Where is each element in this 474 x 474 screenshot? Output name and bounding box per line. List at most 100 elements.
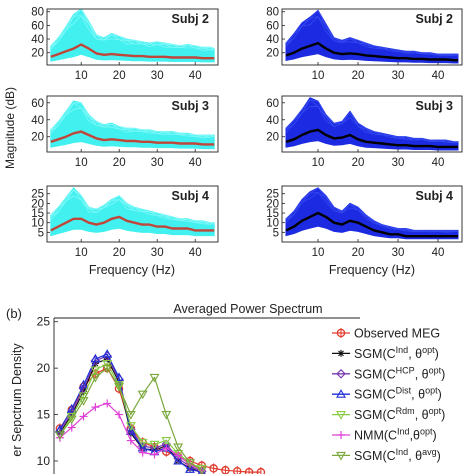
legend-label-superscript: Rdm <box>396 406 415 416</box>
marker-star <box>68 411 76 419</box>
legend-label-text: SGM(C <box>354 408 396 422</box>
x-tick-label: 20 <box>113 70 126 82</box>
panel-frame <box>281 8 463 66</box>
mean-line <box>285 128 458 149</box>
marker-plus <box>337 431 345 439</box>
x-axis-label-left: Frequency (Hz) <box>89 263 175 277</box>
x-tick-label: 30 <box>392 157 405 169</box>
trial-trace <box>50 102 215 136</box>
panel-frame <box>281 95 463 153</box>
marker-triangle-down <box>149 373 160 383</box>
marker-plus <box>150 450 159 459</box>
series-nmm-ind-opt <box>55 399 206 474</box>
marker-triangle-down <box>137 390 148 400</box>
marker-plus <box>103 399 112 408</box>
y-tick-label: 15 <box>31 208 44 220</box>
marker-plus <box>126 436 135 445</box>
x-tick-label: 40 <box>432 70 445 82</box>
y-tick-label: 10 <box>266 218 279 230</box>
x-tick-label: 10 <box>75 247 88 259</box>
legend-label-superscript: opt <box>429 365 442 375</box>
y-tick-label: 40 <box>31 115 44 127</box>
legend-label-superscript: Ind <box>396 345 409 355</box>
subject-label: Subj 4 <box>415 189 453 203</box>
legend-item: SGM(CHCP, θopt) <box>332 365 445 381</box>
legend-label-superscript: avg <box>422 447 437 457</box>
legend-label-text: SGM(C <box>354 388 396 402</box>
marker-triangle-down <box>336 411 346 420</box>
y-tick-label: 20 <box>31 132 44 144</box>
x-tick-label: 40 <box>432 157 445 169</box>
x-tick-label: 40 <box>432 247 445 259</box>
panel-frame <box>46 95 219 153</box>
legend-label: SGM(CInd, θopt) <box>354 345 439 361</box>
y-tick-label: 10 <box>31 218 44 230</box>
legend-label-text: , θ <box>411 388 425 402</box>
subject-label: Subj 3 <box>415 99 453 113</box>
legend-label-superscript: opt <box>420 427 433 437</box>
series-sgm-rdm-opt <box>54 359 207 474</box>
spectrum-panel-right-subj-3: 20 40 60 10 20 30 40 Subj 3 <box>266 95 463 169</box>
y-tick-label: 60 <box>266 98 279 110</box>
x-tick-label: 10 <box>75 70 88 82</box>
marker-triangle-down <box>90 373 101 383</box>
mean-line <box>50 130 215 146</box>
marker-triangle-down <box>102 364 113 374</box>
marker-triangle <box>173 455 184 465</box>
y-tick-label: 80 <box>31 7 44 19</box>
x-tick-label: 30 <box>151 70 164 82</box>
subject-label: Subj 4 <box>171 189 209 203</box>
trial-trace <box>50 102 215 138</box>
y-tick-label: 25 <box>31 189 44 201</box>
marker-plus <box>67 423 76 432</box>
legend-label-text: NMM(C <box>354 429 397 443</box>
marker-plus <box>79 412 88 421</box>
y-tick-label: 5 <box>38 227 44 239</box>
marker-triangle <box>90 353 101 363</box>
marker-plus <box>115 410 124 419</box>
legend-label-text: , θ <box>408 347 422 361</box>
legend-label-text: ) <box>441 408 445 422</box>
trial-trace <box>285 99 459 143</box>
legend-label-text: ) <box>441 367 445 381</box>
marker-triangle <box>125 426 136 435</box>
legend-label: NMM(CInd,θopt) <box>354 427 437 443</box>
marker-triangle-down <box>161 437 172 446</box>
legend-label-text: , θ <box>415 408 429 422</box>
series-line <box>59 367 261 473</box>
legend-label-text: , θ <box>408 449 422 463</box>
marker-triangle-down <box>173 443 184 453</box>
y-tick-label: 80 <box>266 7 279 19</box>
legend-label-superscript: opt <box>429 406 442 416</box>
marker-star <box>80 387 88 395</box>
marker-triangle-down <box>114 381 124 390</box>
y-tick-label: 40 <box>31 34 44 46</box>
marker-triangle-down <box>54 431 65 441</box>
marker-triangle-down <box>102 359 113 369</box>
y-tick-label: 40 <box>266 34 279 46</box>
series-line <box>59 353 202 473</box>
subject-label: Subj 2 <box>171 12 209 26</box>
y-tick-label: 20 <box>37 361 51 375</box>
x-tick-label: 20 <box>352 70 365 82</box>
marker-diamond <box>336 369 346 379</box>
y-tick-label: 60 <box>31 98 44 110</box>
x-tick-label: 40 <box>189 247 202 259</box>
legend-label: SGM(CHCP, θopt) <box>354 365 445 381</box>
legend-label-text: ) <box>433 429 437 443</box>
marker-diamond <box>126 424 136 435</box>
mean-line <box>50 43 215 60</box>
legend-label-superscript: HCP <box>396 365 415 375</box>
panel-letter-b: (b) <box>6 306 22 321</box>
chart-title: Averaged Power Spectrum <box>173 302 322 316</box>
y-tick-label: 5 <box>273 227 279 239</box>
marker-triangle-down <box>161 411 172 420</box>
marker-triangle-down <box>125 411 136 420</box>
legend-label-superscript: Ind <box>397 427 410 437</box>
y-tick-label: 60 <box>266 20 279 32</box>
panel-frame <box>46 8 219 66</box>
marker-triangle <box>185 464 195 473</box>
series-sgm-ind-avg <box>54 364 207 474</box>
